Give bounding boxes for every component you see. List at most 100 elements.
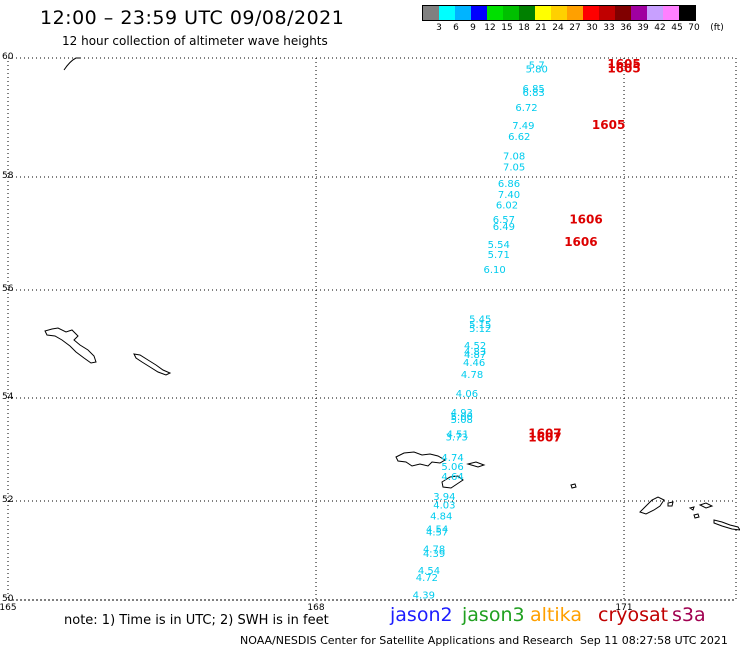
wave-height-value: 5.7 (529, 61, 545, 72)
wave-height-value: 4.57 (426, 528, 448, 539)
satellite-s3a: s3a (672, 604, 706, 626)
legend-label: 27 (569, 23, 581, 33)
legend-swatch (519, 6, 535, 20)
legend-swatch (615, 6, 631, 20)
legend-label: 42 (654, 23, 666, 33)
legend-label: 36 (620, 23, 632, 33)
wave-height-value: 6.49 (493, 222, 515, 233)
legend-label: 18 (518, 23, 530, 33)
legend-swatch (439, 6, 455, 20)
wave-height-value: 4.39 (413, 591, 435, 602)
legend-swatch (487, 6, 503, 20)
coastline-attu-island (395, 451, 446, 467)
wave-height-value: 4.87 (464, 350, 486, 361)
legend-label: 15 (501, 23, 513, 33)
legend-label: 21 (535, 23, 547, 33)
longitude-label: 165 (0, 603, 17, 613)
legend-label: 6 (453, 23, 459, 33)
wave-height-value: 5.12 (469, 324, 491, 335)
wave-height-value: 5.00 (451, 412, 473, 423)
wave-height-value: 3.94 (433, 492, 455, 503)
legend-swatch (471, 6, 487, 20)
legend-swatch (647, 6, 663, 20)
wave-height-value: 4.03 (433, 500, 455, 511)
coastline-segula (688, 506, 695, 511)
wave-height-value: 6.86 (498, 179, 520, 190)
coastline-semichi-islands (466, 461, 486, 468)
wave-height-value: 4.06 (456, 389, 478, 400)
coastline-buldir-island (570, 483, 577, 489)
latitude-label: 58 (2, 171, 14, 181)
coastline-medny-island (133, 353, 172, 376)
wave-height-value: 4.54 (418, 566, 440, 577)
satellite-jason2: jason2 (390, 604, 453, 626)
wave-height-value: 6.83 (523, 88, 545, 99)
wave-height-value: 7.49 (512, 121, 534, 132)
coastlines (44, 57, 740, 531)
latitude-label: 54 (2, 392, 14, 402)
wave-height-value: 4.52 (464, 341, 486, 352)
credit-line: NOAA/NESDIS Center for Satellite Applica… (240, 634, 574, 647)
pass-time-value: 1605 (607, 57, 640, 71)
wave-height-value: 4.39 (423, 549, 445, 560)
footer-note: note: 1) Time is in UTC; 2) SWH is in fe… (64, 613, 329, 628)
coastline-rat-island-b (693, 513, 700, 519)
satellite-altika: altika (530, 604, 582, 626)
wave-height-value: 7.40 (498, 190, 520, 201)
legend-swatch (663, 6, 679, 20)
legend-swatch (423, 6, 439, 20)
legend-label: 45 (671, 23, 683, 33)
wave-height-value: 4.51 (447, 430, 469, 441)
longitude-label: 171 (615, 603, 632, 613)
wave-height-value: 5.80 (526, 64, 548, 75)
latitude-label: 50 (2, 594, 14, 604)
page-title: 12:00 – 23:59 UTC 09/08/2021 (40, 7, 345, 29)
wave-height-value: 4.72 (416, 573, 438, 584)
wave-height-value: 4.54 (426, 525, 448, 536)
wave-height-value: 6.72 (515, 103, 537, 114)
coastline-kamchatka (63, 57, 80, 71)
legend-swatch (679, 6, 695, 20)
latitude-label: 56 (2, 284, 14, 294)
satellite-cryosat: cryosat (598, 604, 669, 626)
coastline-bering-island (44, 327, 97, 364)
wave-height-value: 5.71 (488, 250, 510, 261)
latitude-label: 52 (2, 495, 13, 505)
legend-label: 9 (470, 23, 476, 33)
wave-height-value: 4.64 (441, 472, 463, 483)
pass-time-value: 1605 (592, 118, 625, 132)
coastline-rat-island-a (698, 502, 714, 509)
wave-height-value: 6.57 (493, 215, 515, 226)
wave-height-value: 7.08 (503, 152, 525, 163)
wave-height-value: 5.15 (469, 320, 491, 331)
wave-height-value: 4.93 (451, 408, 473, 419)
pass-time-value: 1605 (607, 61, 640, 75)
pass-time-value: 1607 (528, 430, 561, 444)
wave-height-value: 5.45 (469, 314, 491, 325)
wave-height-value: 4.78 (423, 544, 445, 555)
legend-swatch (535, 6, 551, 20)
wave-height-value: 5.06 (441, 462, 463, 473)
legend-swatch (455, 6, 471, 20)
graticule (7, 57, 737, 601)
wave-height-value: 4.78 (461, 370, 483, 381)
legend-label: 33 (603, 23, 615, 33)
wave-height-value: 4.83 (464, 347, 486, 358)
legend-unit: (ft) (710, 23, 724, 33)
latitude-label: 60 (2, 52, 14, 62)
wave-height-value: 6.85 (523, 84, 545, 95)
legend-swatch (567, 6, 583, 20)
legend-swatch (599, 6, 615, 20)
map-frame (7, 57, 737, 601)
longitude-label: 168 (307, 603, 324, 613)
legend-label: 3 (436, 23, 442, 33)
legend-swatch (551, 6, 567, 20)
legend-labels: 3 6 9 12 15 18 21 24 27 30 33 36 39 42 45 70 (ft) (422, 21, 724, 35)
wave-height-value: 3.73 (446, 433, 468, 444)
coastline-little-kiska (667, 501, 674, 507)
coastline-agattu-island (441, 475, 464, 489)
coastline-kiska-island (639, 496, 665, 515)
